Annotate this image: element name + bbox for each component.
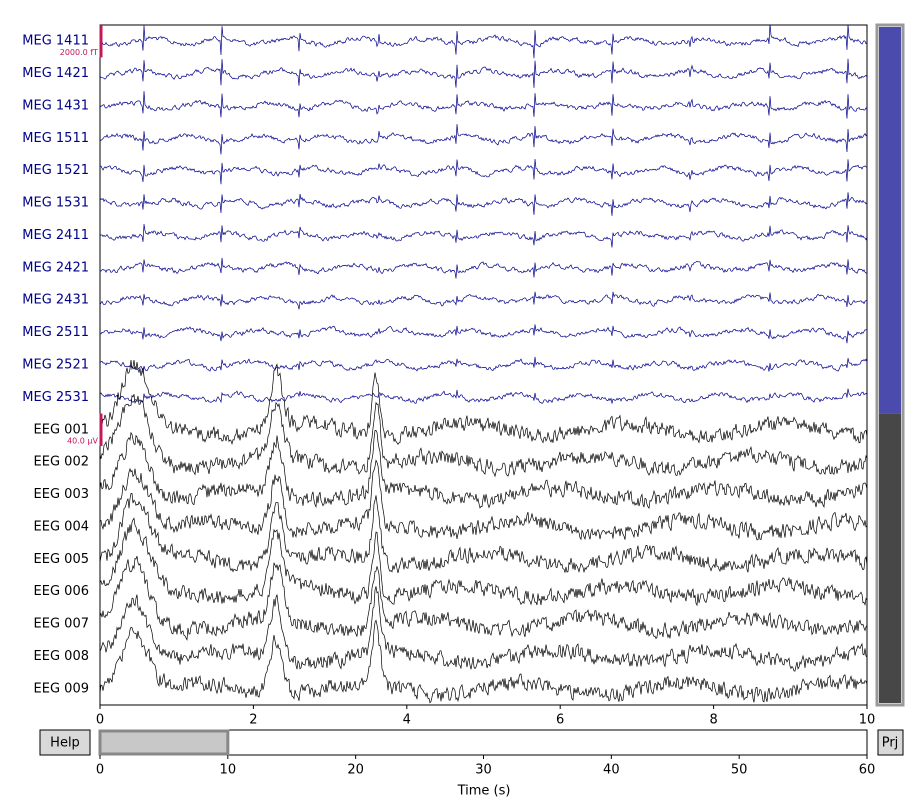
channel-label: MEG 1521 bbox=[22, 163, 89, 178]
x-tick-label: 4 bbox=[403, 713, 411, 728]
trace bbox=[100, 356, 867, 374]
trace bbox=[100, 58, 867, 88]
channel-label: EEG 006 bbox=[34, 584, 89, 599]
trace bbox=[100, 359, 867, 446]
channel-label: EEG 004 bbox=[34, 519, 89, 534]
channel-label: EEG 007 bbox=[34, 617, 89, 632]
channel-label: MEG 2511 bbox=[22, 325, 89, 340]
channel-label: MEG 2531 bbox=[22, 390, 89, 405]
channel-label: EEG 002 bbox=[34, 455, 89, 470]
overview-tick-label: 50 bbox=[731, 763, 748, 778]
trace bbox=[100, 586, 867, 672]
channel-label: MEG 2411 bbox=[22, 228, 89, 243]
trace bbox=[100, 91, 867, 119]
overview-tick-label: 10 bbox=[220, 763, 237, 778]
overview-tick-label: 0 bbox=[96, 763, 104, 778]
channel-label: EEG 008 bbox=[34, 649, 89, 664]
trace bbox=[100, 224, 867, 248]
trace bbox=[100, 257, 867, 279]
channel-label: MEG 1511 bbox=[22, 131, 89, 146]
channel-label: EEG 001 bbox=[34, 422, 89, 437]
trace bbox=[100, 493, 867, 574]
scale-label: 2000.0 fT bbox=[60, 48, 98, 57]
trace bbox=[100, 555, 867, 641]
overview-tick-label: 60 bbox=[859, 763, 876, 778]
trace bbox=[100, 25, 867, 59]
channel-label: MEG 1411 bbox=[22, 34, 89, 49]
help-button[interactable] bbox=[39, 729, 91, 756]
channel-label: EEG 003 bbox=[34, 487, 89, 502]
channel-label: MEG 1531 bbox=[22, 196, 89, 211]
trace bbox=[100, 517, 867, 607]
channel-label: EEG 009 bbox=[34, 681, 89, 696]
traces bbox=[100, 25, 867, 704]
overview-tick-label: 30 bbox=[475, 763, 492, 778]
x-tick-label: 8 bbox=[709, 713, 717, 728]
x-label: Time (s) bbox=[457, 784, 511, 799]
x-tick-label: 2 bbox=[249, 713, 257, 728]
trace bbox=[100, 291, 867, 310]
proj-label[interactable]: Prj bbox=[882, 736, 899, 751]
overview-tick-label: 20 bbox=[347, 763, 364, 778]
trace bbox=[100, 124, 867, 155]
trace bbox=[100, 430, 867, 509]
x-tick-label: 0 bbox=[96, 713, 104, 728]
trace bbox=[100, 192, 867, 216]
trace bbox=[100, 388, 867, 404]
trace bbox=[100, 394, 867, 478]
channel-label: MEG 1431 bbox=[22, 98, 89, 113]
help-label[interactable]: Help bbox=[50, 736, 80, 751]
proj-button[interactable] bbox=[877, 729, 904, 756]
channel-label: MEG 2431 bbox=[22, 293, 89, 308]
view-window bbox=[98, 729, 230, 756]
scale-label: 40.0 µV bbox=[67, 436, 98, 445]
overview-tick-label: 40 bbox=[603, 763, 620, 778]
channel-label: EEG 005 bbox=[34, 552, 89, 567]
trace bbox=[100, 158, 867, 185]
scroll-eeg bbox=[879, 413, 901, 703]
channel-label: MEG 2521 bbox=[22, 358, 89, 373]
trace bbox=[100, 619, 867, 704]
trace bbox=[100, 459, 867, 541]
scroll-meg bbox=[879, 27, 901, 414]
channel-label: MEG 2421 bbox=[22, 260, 89, 275]
x-tick-label: 10 bbox=[859, 713, 876, 728]
x-tick-label: 6 bbox=[556, 713, 564, 728]
trace bbox=[100, 324, 867, 344]
channel-label: MEG 1421 bbox=[22, 66, 89, 81]
